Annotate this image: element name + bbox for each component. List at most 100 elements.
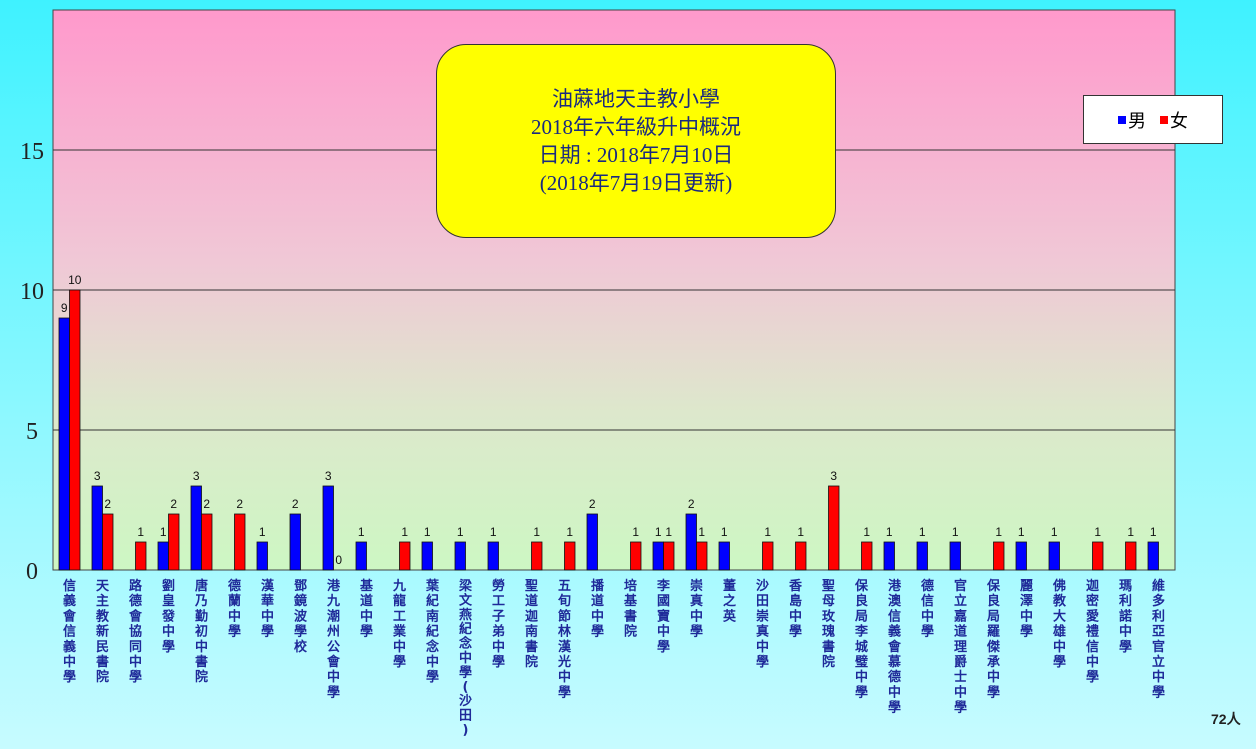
x-category-label: 沙田崇真中學	[756, 579, 769, 670]
y-tick-label: 5	[26, 419, 38, 445]
x-category-label: 唐乃勤初中書院	[194, 578, 208, 685]
bar-male	[256, 541, 268, 571]
x-category-label: 瑪利諾中學	[1119, 579, 1132, 655]
y-tick-label: 10	[20, 279, 44, 305]
bar-value-label: 1	[721, 525, 728, 539]
bar-value-label: 1	[137, 525, 144, 539]
bar-value-label: 1	[665, 525, 672, 539]
bar-male	[91, 485, 103, 571]
bar-male	[652, 541, 664, 571]
bar-male	[487, 541, 499, 571]
bar-value-label: 2	[292, 497, 299, 511]
x-category-label: 德蘭中學	[228, 578, 241, 640]
bar-female	[696, 541, 708, 571]
bar-male	[883, 541, 895, 571]
bar-value-label: 1	[457, 525, 464, 539]
bar-value-label: 9	[61, 301, 68, 315]
x-category-label: 官立嘉道理爵士中學	[953, 578, 967, 716]
bar-female	[399, 541, 411, 571]
bar-female	[663, 541, 675, 571]
bar-male	[718, 541, 730, 571]
bar-female	[564, 541, 576, 571]
bar-female	[861, 541, 873, 571]
bar-male	[454, 541, 466, 571]
bar-value-label: 2	[203, 497, 210, 511]
bar-value-label: 1	[1094, 525, 1101, 539]
x-category-label: 維多利亞官立中學	[1152, 578, 1165, 700]
chart-title-line-3: 日期 : 2018年7月10日	[538, 143, 734, 167]
x-category-label: 路德會協同中學	[129, 578, 143, 685]
legend-item-male: 男	[1118, 107, 1146, 133]
bar-male	[586, 513, 598, 571]
bar-male	[916, 541, 928, 571]
bar-male	[1048, 541, 1060, 571]
x-category-label: 保良局羅傑承中學	[986, 578, 1001, 700]
total-count-label: 72人	[1211, 711, 1241, 727]
bar-female	[993, 541, 1005, 571]
bar-male	[949, 541, 961, 571]
bar-male	[1147, 541, 1159, 571]
x-category-label: 九龍工業中學	[392, 579, 407, 670]
chart-legend: 男 女	[1083, 95, 1223, 144]
bar-female	[234, 513, 246, 571]
legend-swatch-female	[1160, 115, 1168, 124]
bar-male	[289, 513, 301, 571]
bar-female	[795, 541, 807, 571]
bar-male	[322, 485, 334, 571]
x-category-label: 迦密愛禮信中學	[1085, 578, 1099, 685]
bar-female	[531, 541, 543, 571]
chart-title-box: 油蔴地天主教小學 2018年六年級升中概況 日期 : 2018年7月10日 (2…	[436, 44, 836, 238]
x-category-label: 董之英	[722, 578, 737, 624]
x-category-label: 基道中學	[359, 578, 374, 640]
x-category-label: 葉紀南紀念中學	[425, 578, 440, 685]
bar-male	[355, 541, 367, 571]
legend-label-male: 男	[1128, 110, 1146, 131]
x-category-label: 劉皇發中學	[161, 578, 175, 655]
bar-value-label: 1	[1018, 525, 1025, 539]
bar-value-label: 2	[236, 497, 243, 511]
x-category-label: 天主教新民書院	[95, 579, 110, 685]
x-category-label: 信義會信義中學	[63, 578, 77, 685]
x-category-label: 崇真中學	[690, 578, 703, 640]
bar-value-label: 2	[170, 497, 177, 511]
bar-male	[685, 513, 697, 571]
bar-value-label: 3	[94, 469, 101, 483]
bar-value-label: 1	[863, 525, 870, 539]
bar-value-label: 1	[160, 525, 167, 539]
bar-female	[69, 289, 81, 571]
x-category-label: 李國寶中學	[656, 578, 671, 655]
bar-value-label: 1	[490, 525, 497, 539]
bar-value-label: 3	[830, 469, 837, 483]
legend-swatch-male	[1118, 115, 1126, 124]
bar-value-label: 3	[325, 469, 332, 483]
bar-male	[58, 317, 70, 571]
bar-male	[190, 485, 202, 571]
bar-value-label: 2	[589, 497, 596, 511]
bar-value-label: 1	[533, 525, 540, 539]
bar-female	[135, 541, 147, 571]
bar-value-label: 1	[919, 525, 926, 539]
bar-female	[102, 513, 114, 571]
bar-female	[828, 485, 840, 571]
bar-value-label: 1	[424, 525, 431, 539]
bar-male	[421, 541, 433, 571]
bar-value-label: 1	[259, 525, 266, 539]
bar-value-label: 2	[104, 497, 111, 511]
legend-label-female: 女	[1170, 110, 1188, 131]
bar-value-label: 1	[764, 525, 771, 539]
x-category-label: 播道中學	[591, 578, 605, 640]
bar-value-label: 10	[68, 273, 82, 287]
x-category-label: 梁文燕紀念中學(沙田)	[458, 578, 473, 738]
x-category-label: 香島中學	[788, 578, 803, 640]
bar-value-label: 1	[1051, 525, 1058, 539]
y-tick-label: 0	[26, 559, 38, 585]
chart-title-line-2: 2018年六年級升中概況	[531, 115, 741, 139]
bar-value-label: 1	[401, 525, 408, 539]
x-category-label: 五旬節林漢光中學	[557, 579, 572, 700]
bar-value-label: 1	[952, 525, 959, 539]
x-category-label: 麗澤中學	[1020, 579, 1033, 640]
bar-male	[1015, 541, 1027, 571]
bar-value-label: 1	[1127, 525, 1134, 539]
x-category-label: 德信中學	[921, 578, 934, 640]
bar-value-label: 3	[193, 469, 200, 483]
